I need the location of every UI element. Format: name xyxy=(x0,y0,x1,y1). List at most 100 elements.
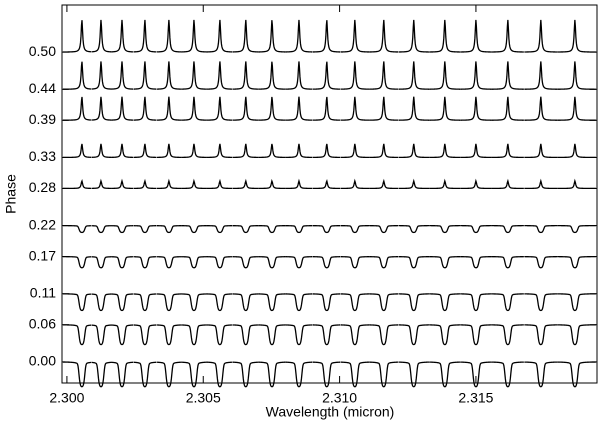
y-tick-label: 0.50 xyxy=(29,43,56,59)
spectrum-line xyxy=(429,256,461,269)
spectrum-line xyxy=(491,19,524,53)
x-axis-label: Wavelength (micron) xyxy=(266,404,395,420)
spectrum-line xyxy=(460,96,492,121)
spectrum-line xyxy=(429,61,461,90)
spectrum-line xyxy=(557,224,596,234)
spectrum-line xyxy=(133,96,157,121)
spectrum-line xyxy=(156,256,182,269)
spectrum-line xyxy=(398,256,430,269)
spectrum-line xyxy=(91,293,112,312)
spectrum-line xyxy=(460,225,492,234)
spectrum-line xyxy=(111,61,134,90)
spectrum-line xyxy=(181,143,207,159)
spectrum-line xyxy=(557,255,596,269)
spectrum-line xyxy=(63,293,92,312)
spectrum-line xyxy=(91,225,112,234)
spectrum-line xyxy=(524,143,558,159)
spectrum-line xyxy=(524,224,558,234)
spectrum-line xyxy=(369,361,399,388)
spectrum-line xyxy=(460,293,492,312)
spectrum-line xyxy=(524,19,558,53)
spectrum-line xyxy=(206,178,233,190)
spectrum-line xyxy=(232,61,259,90)
spectrum-line xyxy=(491,143,524,159)
spectrum-line xyxy=(111,143,134,158)
spectrum-line xyxy=(111,361,134,388)
spectrum-line xyxy=(429,143,461,159)
spectrum-line xyxy=(63,61,92,90)
spectrum-line xyxy=(429,19,461,53)
spectrum-line xyxy=(491,178,524,190)
spectrum-line xyxy=(91,143,112,158)
spectrum-line xyxy=(557,19,596,53)
spectrum-line xyxy=(206,324,233,346)
spectrum-line xyxy=(460,256,492,269)
spectrum-line xyxy=(232,178,259,190)
spectrum-line xyxy=(156,19,182,53)
spectrum-line xyxy=(181,19,207,53)
spectrum-line xyxy=(557,293,596,312)
spectrum-line xyxy=(91,96,112,121)
spectrum-line xyxy=(285,19,313,53)
spectrum-line xyxy=(312,256,341,269)
y-tick-label: 0.06 xyxy=(29,315,56,331)
spectrum-line xyxy=(340,178,370,190)
spectrum-line xyxy=(232,96,259,121)
spectrum-line xyxy=(285,324,313,346)
spectrum-line xyxy=(557,324,596,346)
spectrum-line xyxy=(111,293,134,312)
spectrum-line xyxy=(111,256,134,269)
spectrum-line xyxy=(206,143,233,159)
spectrum-line xyxy=(285,61,313,90)
spectrum-line xyxy=(312,361,341,388)
spectrum-line xyxy=(340,143,370,159)
spectrum-line xyxy=(62,96,92,121)
y-tick-label: 0.17 xyxy=(29,247,56,263)
spectrum-line xyxy=(524,61,558,90)
spectrum-line xyxy=(91,256,112,269)
spectrum-line xyxy=(429,225,461,234)
y-tick-label: 0.33 xyxy=(29,148,56,164)
spectrum-line xyxy=(491,293,524,312)
spectrum-line xyxy=(258,225,286,234)
spectrum-line xyxy=(181,61,207,90)
y-tick-label: 0.00 xyxy=(29,353,56,369)
y-axis-label: Phase xyxy=(3,174,19,214)
spectrum-line xyxy=(312,324,341,346)
y-tick-label: 0.11 xyxy=(30,284,56,300)
spectrum-line xyxy=(312,20,341,53)
spectrum-line xyxy=(232,143,259,159)
spectrum-line xyxy=(133,61,157,90)
spectrum-line xyxy=(340,361,370,388)
spectrum-line xyxy=(369,96,399,121)
spectrum-line xyxy=(232,19,259,53)
spectrum-line xyxy=(258,20,286,53)
spectrum-line xyxy=(398,143,430,159)
spectrum-line xyxy=(181,324,207,346)
spectrum-line xyxy=(429,178,461,190)
spectrum-line xyxy=(181,293,207,312)
spectrum-line xyxy=(429,293,461,312)
x-tick-label: 2.305 xyxy=(186,390,221,406)
spectrum-line xyxy=(312,143,341,159)
spectrum-line xyxy=(156,61,182,90)
spectrum-line xyxy=(111,178,133,190)
spectrum-line xyxy=(232,256,259,269)
spectrum-line xyxy=(63,224,92,234)
spectrum-line xyxy=(181,361,207,388)
spectrum-line xyxy=(206,96,233,121)
spectrum-line xyxy=(312,225,341,234)
spectrum-line xyxy=(133,19,157,53)
spectrum-line xyxy=(491,225,524,234)
spectrum-line xyxy=(398,19,430,53)
spectrum-line xyxy=(491,61,524,90)
spectrum-line xyxy=(557,96,596,121)
spectrum-line xyxy=(133,256,157,269)
spectrum-line xyxy=(460,61,492,90)
spectrum-line xyxy=(524,324,558,346)
spectrum-line xyxy=(398,324,430,346)
spectrum-line xyxy=(156,293,182,312)
spectrum-line xyxy=(524,96,558,121)
spectrum-line xyxy=(232,324,259,346)
spectrum-line xyxy=(312,96,341,121)
